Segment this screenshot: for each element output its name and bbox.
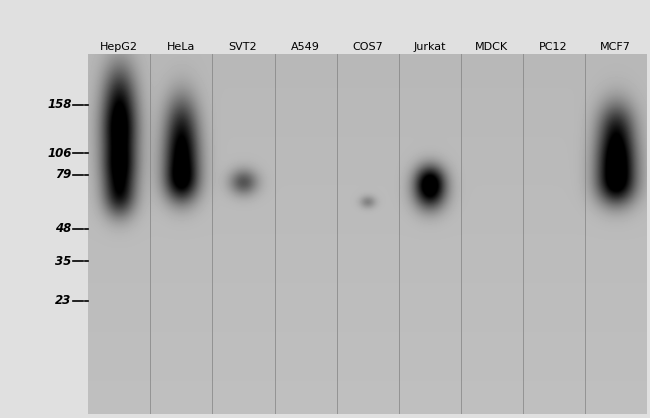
Text: A549: A549: [291, 42, 320, 52]
Text: 35: 35: [55, 255, 72, 268]
Text: 158: 158: [47, 98, 72, 111]
Text: MDCK: MDCK: [475, 42, 508, 52]
Text: MCF7: MCF7: [600, 42, 631, 52]
Text: 79: 79: [55, 168, 72, 181]
Text: COS7: COS7: [352, 42, 383, 52]
Text: HeLa: HeLa: [167, 42, 195, 52]
Text: SVT2: SVT2: [229, 42, 257, 52]
Text: 48: 48: [55, 222, 72, 235]
Text: 106: 106: [47, 147, 72, 160]
Text: Jurkat: Jurkat: [413, 42, 446, 52]
Text: HepG2: HepG2: [100, 42, 138, 52]
Text: 23: 23: [55, 294, 72, 307]
Text: PC12: PC12: [540, 42, 568, 52]
